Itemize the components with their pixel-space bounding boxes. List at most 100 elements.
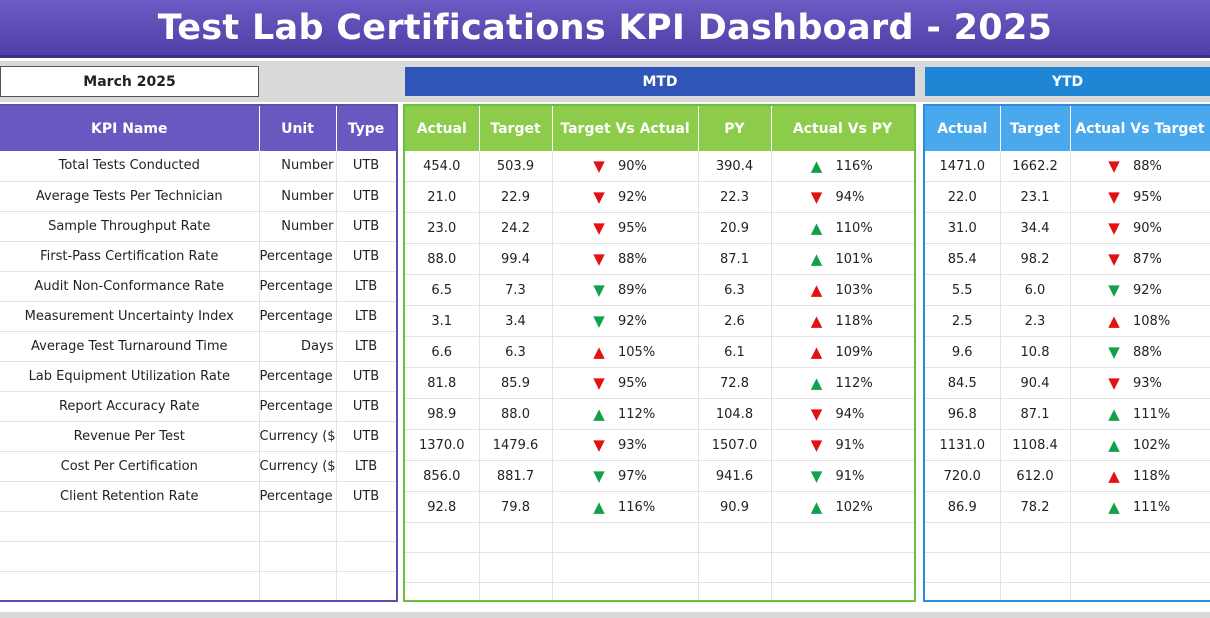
mtd-py-cell: 90.9 xyxy=(698,491,772,523)
arrow-down-icon: ▼ xyxy=(593,374,605,392)
mtd-actual-cell: 92.8 xyxy=(405,491,480,523)
mtd-target-vs-actual-cell: ▼ 89% xyxy=(552,274,699,306)
kpi-row: Average Test Turnaround Time Days LTB xyxy=(0,331,396,362)
empty-cell xyxy=(479,582,553,600)
ytd-row: 1471.0 1662.2 ▼ 88% xyxy=(925,151,1210,182)
mtd-target-vs-actual-cell-wrap: ▼ 89% xyxy=(553,275,698,305)
header-kpi-name: KPI Name xyxy=(0,106,260,151)
mtd-target-vs-actual-cell-value: 116% xyxy=(618,499,656,515)
empty-cell xyxy=(698,552,772,583)
kpi-unit-cell: Percentage (%) xyxy=(259,391,337,422)
month-selector[interactable]: March 2025 xyxy=(0,66,259,97)
header-mtd-target: Target xyxy=(479,106,553,151)
kpi-name-cell: Cost Per Certification xyxy=(0,451,260,482)
mtd-target-vs-actual-cell-value: 92% xyxy=(618,189,647,205)
ytd-actual-cell: 9.6 xyxy=(925,336,1001,368)
mtd-py-cell: 22.3 xyxy=(698,181,772,213)
kpi-unit-cell: Days xyxy=(259,331,337,362)
mtd-actual-vs-py-cell-value: 110% xyxy=(835,220,873,236)
mtd-actual-vs-py-cell-wrap: ▲ 103% xyxy=(772,275,914,305)
arrow-up-icon: ▲ xyxy=(810,343,823,361)
mtd-target-vs-actual-cell: ▼ 88% xyxy=(552,243,699,275)
kpi-unit-cell: Percentage (%) xyxy=(259,241,337,272)
empty-cell xyxy=(259,541,337,572)
dashboard-title-bar: Test Lab Certifications KPI Dashboard - … xyxy=(0,0,1210,58)
mtd-actual-vs-py-cell-wrap: ▼ 91% xyxy=(772,430,914,460)
arrow-up-icon: ▲ xyxy=(810,250,823,268)
mtd-row: 454.0 503.9 ▼ 90% 390.4 ▲ 116% xyxy=(405,151,914,182)
mtd-section-header: MTD xyxy=(405,67,915,96)
empty-cell xyxy=(1070,522,1210,553)
mtd-actual-vs-py-cell-wrap: ▲ 110% xyxy=(772,213,914,243)
empty-cell xyxy=(552,582,699,600)
ytd-actual-vs-target-cell-value: 93% xyxy=(1133,375,1162,391)
mtd-target-cell: 7.3 xyxy=(479,274,553,306)
kpi-name-cell: Average Test Turnaround Time xyxy=(0,331,260,362)
ytd-actual-vs-target-cell-value: 87% xyxy=(1133,251,1162,267)
ytd-row: 5.5 6.0 ▼ 92% xyxy=(925,274,1210,306)
mtd-target-vs-actual-cell: ▼ 92% xyxy=(552,181,699,213)
ytd-actual-vs-target-cell: ▲ 118% xyxy=(1070,460,1210,492)
kpi-row: First-Pass Certification Rate Percentage … xyxy=(0,241,396,272)
ytd-target-cell: 612.0 xyxy=(1000,460,1071,492)
ytd-actual-cell: 84.5 xyxy=(925,367,1001,399)
arrow-up-icon: ▲ xyxy=(593,405,605,423)
mtd-target-vs-actual-cell: ▲ 112% xyxy=(552,398,699,430)
empty-cell xyxy=(771,522,914,553)
kpi-unit-cell: Percentage (%) xyxy=(259,481,337,512)
empty-row xyxy=(0,511,396,542)
ytd-actual-vs-target-cell-wrap: ▼ 90% xyxy=(1071,213,1210,243)
empty-cell xyxy=(0,541,260,572)
mtd-row: 81.8 85.9 ▼ 95% 72.8 ▲ 112% xyxy=(405,367,914,399)
ytd-target-cell: 98.2 xyxy=(1000,243,1071,275)
arrow-up-icon: ▲ xyxy=(810,498,823,516)
arrow-up-icon: ▲ xyxy=(810,312,823,330)
ytd-section-header: YTD xyxy=(925,67,1210,96)
arrow-up-icon: ▲ xyxy=(593,343,605,361)
kpi-name-cell: Average Tests Per Technician xyxy=(0,181,260,212)
mtd-actual-vs-py-cell-value: 116% xyxy=(835,158,873,174)
kpi-type-cell: UTB xyxy=(336,181,396,212)
mtd-py-cell: 390.4 xyxy=(698,151,772,182)
empty-cell xyxy=(405,522,480,553)
arrow-down-icon: ▼ xyxy=(1108,250,1120,268)
ytd-actual-vs-target-cell-wrap: ▲ 111% xyxy=(1071,492,1210,522)
ytd-actual-vs-target-cell-value: 118% xyxy=(1133,468,1171,484)
mtd-actual-vs-py-cell: ▲ 110% xyxy=(771,212,914,244)
mtd-actual-vs-py-cell-value: 102% xyxy=(835,499,873,515)
mtd-row: 98.9 88.0 ▲ 112% 104.8 ▼ 94% xyxy=(405,398,914,430)
kpi-type-cell: UTB xyxy=(336,421,396,452)
empty-cell xyxy=(336,571,396,600)
mtd-py-cell: 72.8 xyxy=(698,367,772,399)
kpi-row: Measurement Uncertainty Index Percentage … xyxy=(0,301,396,332)
mtd-target-cell: 79.8 xyxy=(479,491,553,523)
mtd-actual-vs-py-cell-wrap: ▲ 116% xyxy=(772,151,914,181)
arrow-down-icon: ▼ xyxy=(1108,188,1120,206)
mtd-actual-cell: 81.8 xyxy=(405,367,480,399)
ytd-target-cell: 1662.2 xyxy=(1000,151,1071,182)
empty-cell xyxy=(925,552,1001,583)
mtd-target-vs-actual-cell-wrap: ▼ 95% xyxy=(553,213,698,243)
mtd-actual-vs-py-cell-wrap: ▲ 112% xyxy=(772,368,914,398)
kpi-name-cell: Measurement Uncertainty Index xyxy=(0,301,260,332)
kpi-unit-cell: Currency ($) xyxy=(259,421,337,452)
ytd-actual-vs-target-cell: ▲ 111% xyxy=(1070,491,1210,523)
mtd-row: 21.0 22.9 ▼ 92% 22.3 ▼ 94% xyxy=(405,181,914,213)
ytd-target-cell: 23.1 xyxy=(1000,181,1071,213)
ytd-actual-cell: 5.5 xyxy=(925,274,1001,306)
mtd-actual-vs-py-cell-wrap: ▲ 101% xyxy=(772,244,914,274)
ytd-actual-cell: 22.0 xyxy=(925,181,1001,213)
arrow-down-icon: ▼ xyxy=(593,467,605,485)
arrow-up-icon: ▲ xyxy=(1108,405,1120,423)
ytd-target-cell: 6.0 xyxy=(1000,274,1071,306)
empty-cell xyxy=(925,582,1001,600)
kpi-row: Average Tests Per Technician Number UTB xyxy=(0,181,396,212)
empty-row xyxy=(0,571,396,600)
ytd-actual-vs-target-cell: ▲ 102% xyxy=(1070,429,1210,461)
mtd-actual-vs-py-cell-value: 91% xyxy=(835,437,865,453)
empty-cell xyxy=(479,522,553,553)
mtd-actual-vs-py-cell: ▲ 109% xyxy=(771,336,914,368)
mtd-target-cell: 88.0 xyxy=(479,398,553,430)
mtd-actual-vs-py-cell: ▲ 102% xyxy=(771,491,914,523)
ytd-row: 720.0 612.0 ▲ 118% xyxy=(925,460,1210,492)
